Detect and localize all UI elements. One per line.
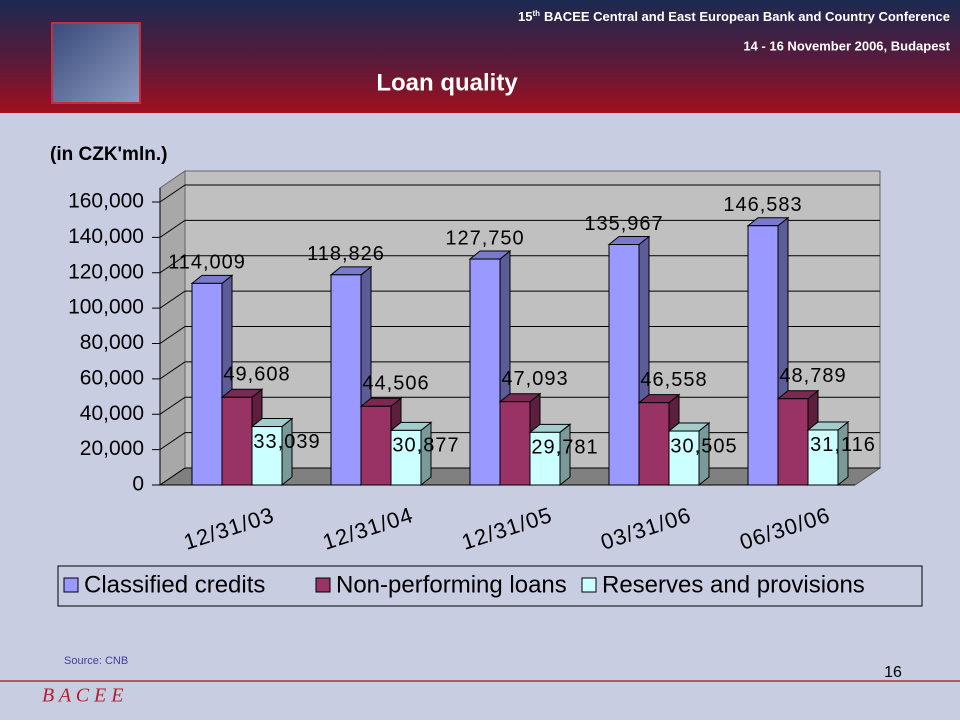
bar [807, 429, 839, 486]
header-band [0, 0, 960, 113]
legend-label: Non-performing loans [336, 571, 567, 598]
y-tick-label: 100,000 [68, 296, 144, 319]
page-number: 16 [884, 664, 902, 681]
data-label: 30,505 [670, 435, 737, 457]
conference-line: 15th BACEE Central and East European Bank… [518, 9, 950, 24]
data-label: 47,093 [501, 368, 568, 390]
legend-label: Classified credits [84, 571, 265, 598]
grid-line [159, 219, 880, 238]
y-tick-label: 60,000 [80, 366, 144, 389]
bar [191, 282, 223, 486]
y-tick-label: 0 [132, 473, 144, 496]
bar [390, 429, 422, 486]
data-label: 44,506 [362, 373, 429, 395]
data-label: 31,116 [810, 434, 876, 456]
data-label: 29,781 [531, 437, 598, 459]
legend-swatch [63, 577, 79, 593]
bar [529, 431, 561, 486]
bar [221, 396, 253, 486]
bar [469, 258, 501, 486]
bar [747, 225, 779, 486]
data-label: 33,039 [253, 431, 320, 453]
grid-line [159, 184, 880, 203]
chart: 0 20,000 40,000 60,000 80,000 100,000 120,000 1… [57, 170, 923, 607]
bar [638, 402, 670, 486]
bar [499, 401, 531, 486]
bar [330, 274, 362, 486]
data-label: 146,583 [723, 194, 802, 216]
source-note: Source: CNB [64, 655, 128, 667]
chart-subtitle: (in CZK'mln.) [50, 144, 167, 165]
conference-name: BACEE Central and East European Bank and… [544, 9, 950, 24]
legend-swatch [315, 577, 331, 593]
data-label: 30,877 [392, 435, 459, 457]
logo-image [51, 22, 141, 104]
bar [668, 430, 700, 486]
side-wall [159, 170, 186, 486]
y-tick-label: 160,000 [68, 190, 144, 213]
data-label: 127,750 [445, 227, 524, 249]
legend-box [57, 565, 923, 607]
conference-dates: 14 - 16 November 2006, Budapest [743, 38, 950, 53]
legend-label: Reserves and provisions [602, 571, 865, 598]
data-label: 118,826 [307, 243, 385, 265]
bar [251, 426, 283, 486]
y-tick-label: 80,000 [80, 331, 144, 354]
y-tick-label: 40,000 [80, 402, 144, 425]
data-label: 46,558 [640, 369, 707, 391]
conference-ordinal: th [532, 9, 540, 18]
conference-number: 15 [518, 9, 532, 24]
y-tick-label: 20,000 [80, 437, 144, 460]
bar [608, 244, 640, 486]
bar [360, 405, 392, 486]
bar [777, 398, 809, 486]
data-label: 114,009 [168, 252, 246, 274]
footer-logo: B A C E E [42, 685, 123, 707]
y-tick-label: 120,000 [68, 260, 144, 283]
data-label: 135,967 [584, 213, 663, 235]
legend-swatch [581, 577, 597, 593]
y-tick-label: 140,000 [68, 225, 144, 248]
data-label: 48,789 [779, 365, 846, 387]
data-label: 49,608 [223, 364, 290, 386]
slide-title: Loan quality [376, 69, 518, 96]
